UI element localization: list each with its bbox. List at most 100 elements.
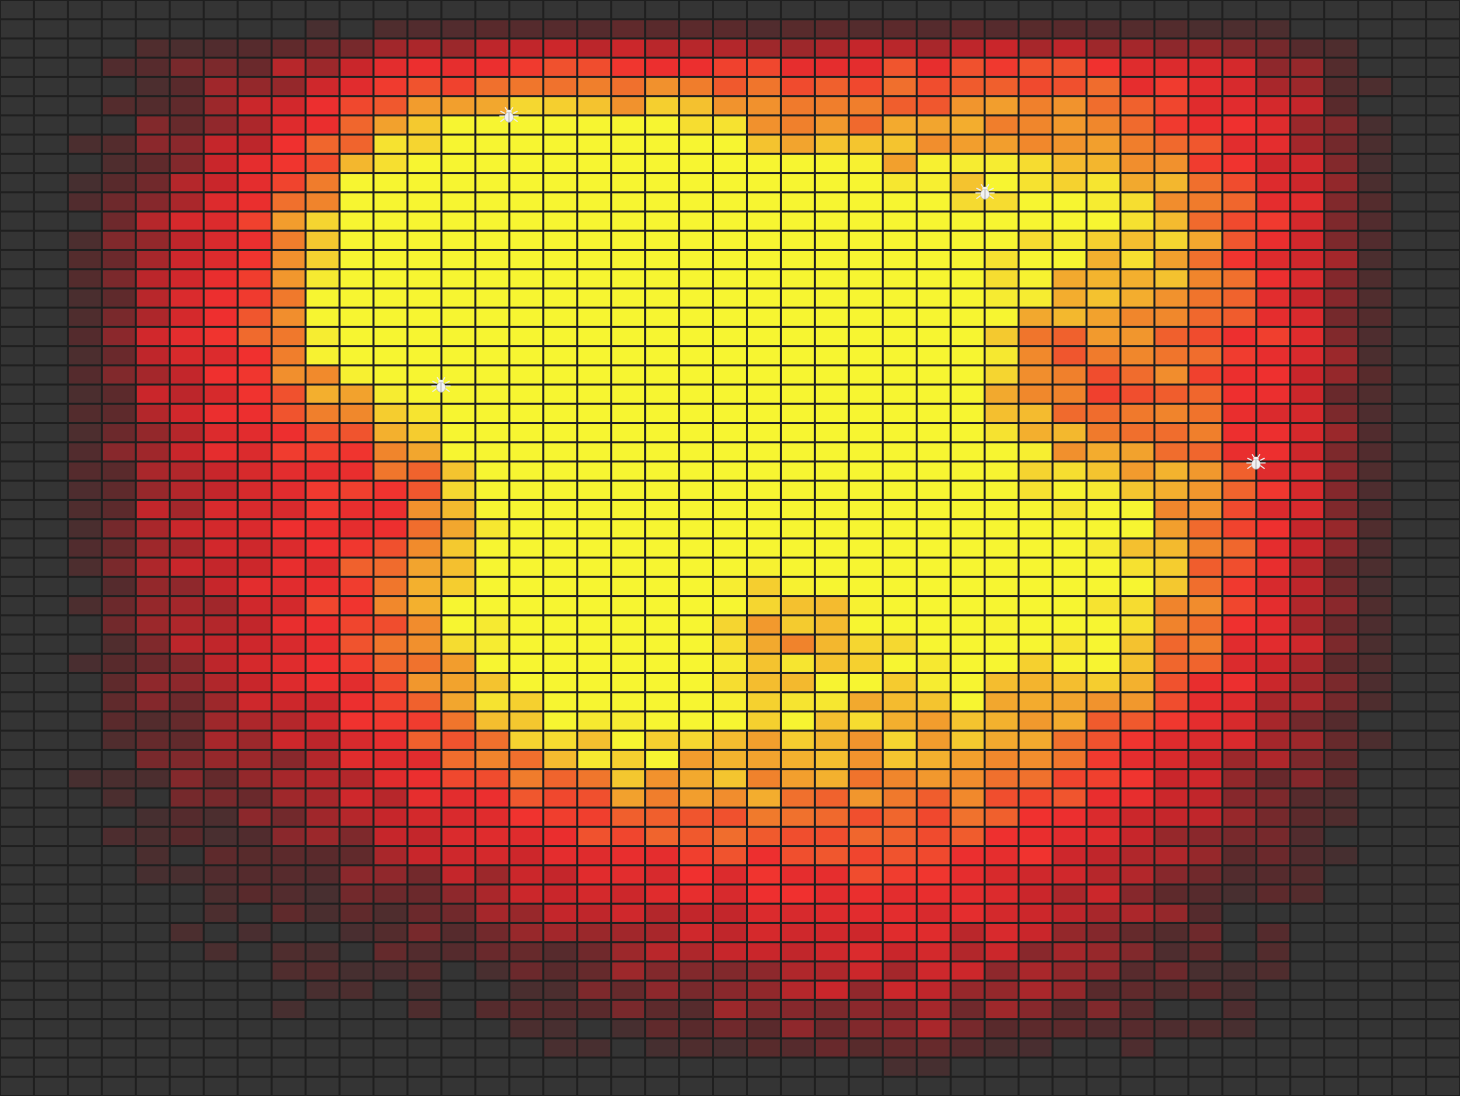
grid-cell[interactable] (612, 789, 645, 807)
grid-cell[interactable] (1121, 1039, 1154, 1057)
grid-cell[interactable] (1359, 866, 1392, 884)
grid-cell[interactable] (34, 1000, 67, 1019)
grid-cell[interactable] (170, 866, 203, 884)
grid-cell[interactable] (272, 289, 305, 307)
grid-cell[interactable] (34, 808, 67, 826)
grid-cell[interactable] (781, 712, 814, 730)
grid-cell[interactable] (1427, 1000, 1459, 1019)
grid-cell[interactable] (747, 616, 780, 634)
grid-cell[interactable] (883, 789, 916, 807)
grid-cell[interactable] (136, 174, 169, 192)
grid-cell[interactable] (238, 462, 271, 480)
grid-cell[interactable] (1359, 424, 1392, 442)
grid-cell[interactable] (1189, 500, 1222, 519)
grid-cell[interactable] (272, 1000, 305, 1019)
grid-cell[interactable] (306, 327, 339, 346)
grid-cell[interactable] (815, 212, 848, 230)
grid-cell[interactable] (306, 250, 339, 269)
grid-cell[interactable] (1223, 693, 1256, 711)
grid-cell[interactable] (408, 58, 441, 76)
grid-cell[interactable] (34, 97, 67, 115)
grid-cell[interactable] (612, 347, 645, 365)
grid-cell[interactable] (1087, 308, 1120, 326)
grid-cell[interactable] (1291, 327, 1324, 346)
grid-cell[interactable] (1393, 654, 1426, 672)
grid-cell[interactable] (1087, 731, 1120, 749)
grid-cell[interactable] (374, 770, 407, 788)
grid-cell[interactable] (408, 789, 441, 807)
grid-cell[interactable] (1087, 212, 1120, 230)
grid-cell[interactable] (1053, 424, 1086, 442)
grid-cell[interactable] (714, 635, 746, 653)
grid-cell[interactable] (578, 462, 611, 480)
grid-cell[interactable] (1087, 597, 1120, 615)
grid-cell[interactable] (544, 212, 577, 230)
grid-cell[interactable] (883, 135, 916, 153)
grid-cell[interactable] (1087, 1000, 1120, 1019)
grid-cell[interactable] (442, 654, 475, 672)
grid-cell[interactable] (951, 424, 984, 442)
grid-cell[interactable] (1359, 327, 1392, 346)
grid-cell[interactable] (781, 366, 814, 384)
grid-cell[interactable] (985, 577, 1018, 596)
grid-cell[interactable] (408, 673, 441, 692)
grid-cell[interactable] (1359, 58, 1392, 76)
grid-cell[interactable] (1121, 135, 1154, 153)
grid-cell[interactable] (68, 827, 101, 846)
grid-cell[interactable] (238, 481, 271, 499)
grid-cell[interactable] (612, 97, 645, 115)
grid-cell[interactable] (781, 58, 814, 76)
grid-cell[interactable] (510, 712, 543, 730)
grid-cell[interactable] (985, 1039, 1018, 1057)
grid-cell[interactable] (1189, 212, 1222, 230)
grid-cell[interactable] (1019, 597, 1052, 615)
grid-cell[interactable] (1393, 462, 1426, 480)
grid-cell[interactable] (578, 731, 611, 749)
grid-cell[interactable] (136, 847, 169, 865)
grid-cell[interactable] (612, 1020, 645, 1038)
grid-cell[interactable] (306, 885, 339, 903)
grid-cell[interactable] (68, 270, 101, 288)
grid-cell[interactable] (1121, 789, 1154, 807)
grid-cell[interactable] (747, 1, 780, 19)
grid-cell[interactable] (1189, 789, 1222, 807)
grid-cell[interactable] (136, 923, 169, 942)
grid-cell[interactable] (714, 904, 746, 922)
grid-cell[interactable] (951, 347, 984, 365)
grid-cell[interactable] (747, 597, 780, 615)
grid-cell[interactable] (883, 770, 916, 788)
grid-cell[interactable] (476, 558, 509, 576)
grid-cell[interactable] (1223, 289, 1256, 307)
grid-cell[interactable] (714, 20, 746, 38)
grid-cell[interactable] (1053, 500, 1086, 519)
grid-cell[interactable] (951, 847, 984, 865)
grid-cell[interactable] (781, 116, 814, 134)
grid-cell[interactable] (1325, 1000, 1358, 1019)
grid-cell[interactable] (612, 39, 645, 57)
grid-cell[interactable] (136, 308, 169, 326)
grid-cell[interactable] (781, 135, 814, 153)
grid-cell[interactable] (883, 673, 916, 692)
grid-cell[interactable] (1053, 443, 1086, 461)
grid-cell[interactable] (476, 270, 509, 288)
grid-cell[interactable] (510, 981, 543, 999)
grid-cell[interactable] (680, 558, 713, 576)
grid-cell[interactable] (1087, 520, 1120, 538)
grid-cell[interactable] (374, 750, 407, 769)
grid-cell[interactable] (170, 597, 203, 615)
grid-cell[interactable] (985, 923, 1018, 942)
grid-cell[interactable] (170, 327, 203, 346)
grid-cell[interactable] (1325, 404, 1358, 423)
grid-cell[interactable] (1, 154, 33, 173)
grid-cell[interactable] (170, 827, 203, 846)
grid-cell[interactable] (476, 289, 509, 307)
grid-cell[interactable] (1291, 1000, 1324, 1019)
grid-cell[interactable] (68, 404, 101, 423)
grid-cell[interactable] (1087, 981, 1120, 999)
grid-cell[interactable] (1155, 39, 1188, 57)
grid-cell[interactable] (680, 885, 713, 903)
grid-cell[interactable] (714, 481, 746, 499)
grid-cell[interactable] (1393, 404, 1426, 423)
grid-cell[interactable] (136, 404, 169, 423)
grid-cell[interactable] (849, 654, 882, 672)
